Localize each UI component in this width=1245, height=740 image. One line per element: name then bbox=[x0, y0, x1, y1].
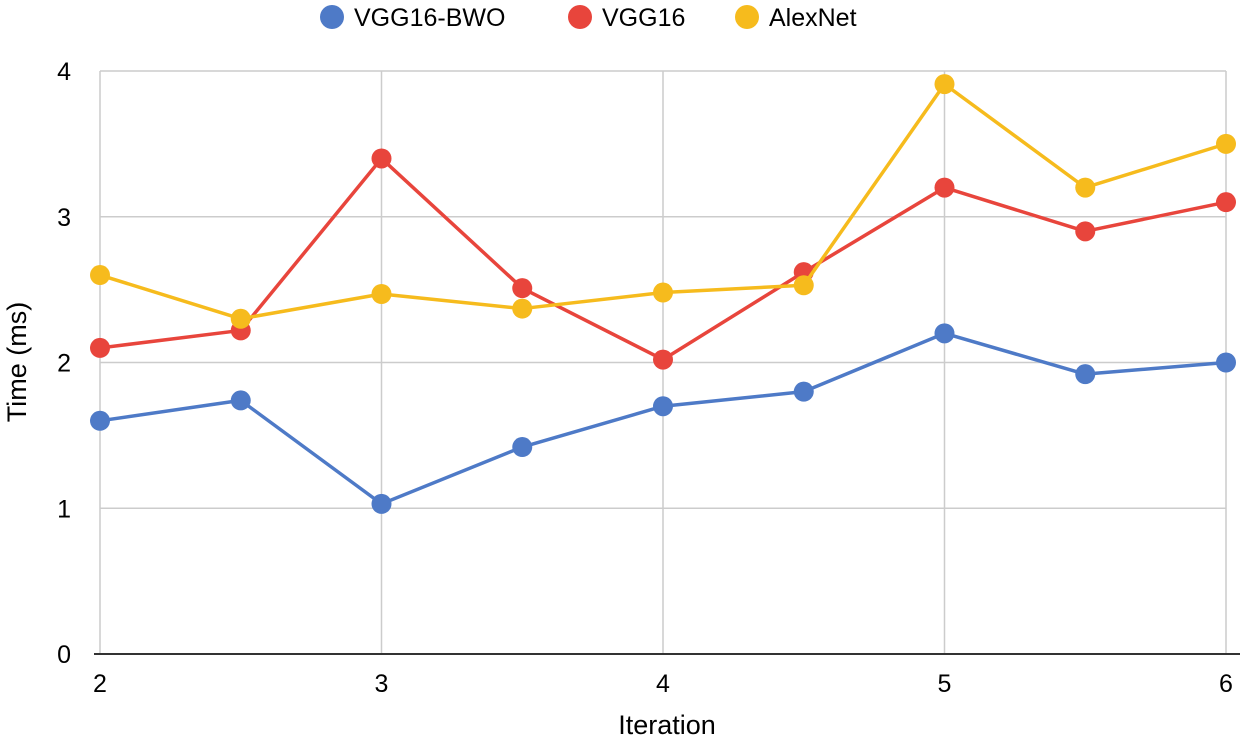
data-point bbox=[653, 282, 673, 303]
data-point bbox=[512, 298, 533, 319]
x-tick-label: 4 bbox=[656, 670, 670, 698]
data-point bbox=[230, 390, 251, 411]
legend-item: VGG16 bbox=[568, 4, 685, 32]
legend-label: VGG16-BWO bbox=[354, 4, 505, 32]
series-group bbox=[90, 74, 1236, 514]
x-axis-label: Iteration bbox=[618, 710, 716, 740]
legend-item: VGG16-BWO bbox=[320, 4, 505, 32]
legend: VGG16-BWO VGG16 AlexNet bbox=[320, 4, 857, 32]
data-point bbox=[371, 493, 392, 514]
data-point bbox=[90, 410, 110, 431]
data-point bbox=[1216, 192, 1236, 213]
data-point bbox=[793, 275, 814, 296]
legend-label: VGG16 bbox=[602, 4, 685, 32]
data-point bbox=[512, 278, 533, 299]
x-tick-label: 2 bbox=[93, 670, 107, 698]
y-axis-ticks: 0 1 2 3 4 bbox=[57, 58, 71, 669]
data-point bbox=[1075, 364, 1096, 385]
series-vgg16 bbox=[90, 148, 1236, 370]
y-tick-label: 1 bbox=[57, 495, 71, 523]
data-point bbox=[90, 337, 110, 358]
x-tick-label: 6 bbox=[1219, 670, 1233, 698]
data-point bbox=[90, 265, 110, 286]
series-vgg16-bwo bbox=[90, 323, 1236, 514]
data-point bbox=[653, 349, 673, 370]
x-tick-label: 5 bbox=[938, 670, 952, 698]
data-point bbox=[793, 381, 814, 402]
y-tick-label: 0 bbox=[57, 641, 71, 669]
y-tick-label: 4 bbox=[57, 58, 71, 86]
series-alexnet bbox=[90, 74, 1236, 329]
data-point bbox=[371, 148, 392, 169]
data-point bbox=[230, 308, 251, 329]
data-point bbox=[934, 323, 955, 344]
data-point bbox=[1216, 352, 1236, 373]
x-tick-label: 3 bbox=[375, 670, 389, 698]
legend-item: AlexNet bbox=[735, 4, 857, 32]
x-axis-ticks: 2 3 4 5 6 bbox=[93, 670, 1233, 698]
data-point bbox=[371, 283, 392, 304]
y-tick-label: 2 bbox=[57, 350, 71, 378]
legend-label: AlexNet bbox=[769, 4, 857, 32]
data-point bbox=[512, 437, 533, 458]
y-axis-label: Time (ms) bbox=[2, 302, 32, 422]
y-tick-label: 3 bbox=[57, 204, 71, 232]
data-point bbox=[934, 74, 955, 95]
data-point bbox=[653, 396, 673, 417]
data-point bbox=[1075, 221, 1096, 242]
data-point bbox=[934, 177, 955, 198]
legend-marker bbox=[568, 5, 592, 29]
data-point bbox=[1216, 133, 1236, 154]
legend-marker bbox=[735, 5, 759, 29]
legend-marker bbox=[320, 5, 344, 29]
data-point bbox=[1075, 177, 1096, 198]
